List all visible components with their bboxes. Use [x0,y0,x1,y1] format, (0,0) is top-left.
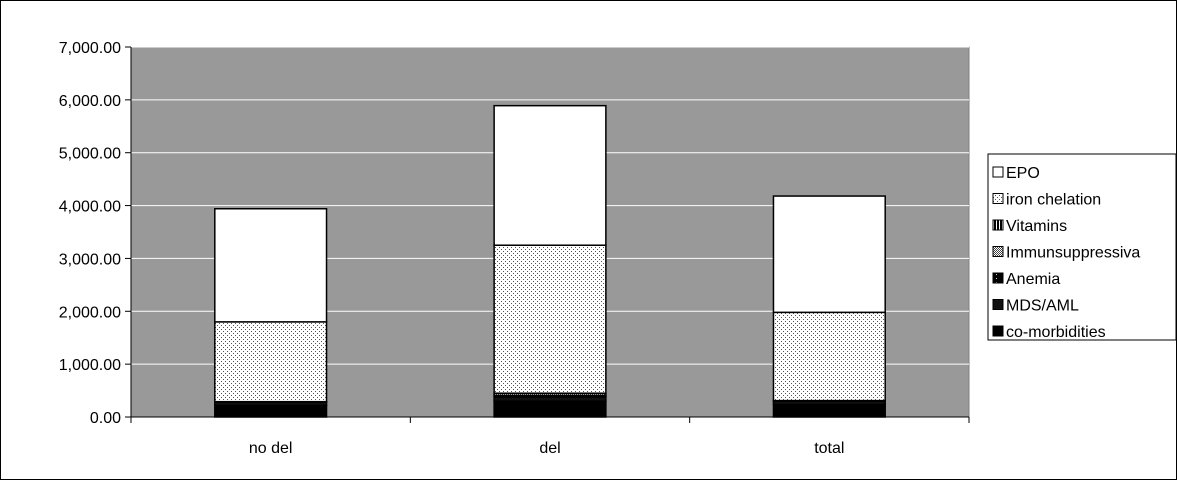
legend-swatch [992,246,1004,257]
legend-box [987,153,1177,341]
legend-label: EPO [1006,165,1040,182]
legend-label: co-morbidities [1006,324,1106,341]
bar-segment [493,400,607,418]
y-tick-label: 1,000.00 [59,357,121,374]
legend-swatch [992,193,1004,204]
legend-label: Vitamins [1006,218,1067,235]
x-axis: no del del total [130,416,970,457]
legend-swatch [992,325,1004,337]
legend-label: Immunsuppressiva [1006,245,1140,262]
bar-segment [772,195,886,314]
bar-segment [772,403,886,418]
y-tick-label: 7,000.00 [59,40,121,57]
legend-label: MDS/AML [1006,298,1079,315]
legend-swatch [992,299,1004,310]
legend-swatch [992,219,1004,231]
y-tick-label: 6,000.00 [59,93,121,110]
bar-segment [493,244,607,394]
legend-label: iron chelation [1006,192,1101,209]
bars [214,104,886,418]
bar-segment [214,207,328,323]
y-tick-label: 4,000.00 [59,199,121,216]
x-tick-label: no del [249,440,293,457]
x-tick-label: del [539,440,560,457]
bar-segment [214,404,328,418]
y-tick-label: 3,000.00 [59,251,121,268]
bar-segment [493,104,607,246]
legend-label: Anemia [1006,271,1060,288]
legend-swatch [992,272,1004,284]
bar-segment [772,311,886,402]
bar-segment [214,321,328,403]
y-tick-label: 2,000.00 [59,304,121,321]
x-tick-label: total [814,440,844,457]
legend: EPO iron chelation Vitamins Immunsuppressiv… [987,153,1177,341]
y-tick-label: 0.00 [90,410,121,427]
y-tick-label: 5,000.00 [59,146,121,163]
y-axis: 0.00 1,000.00 2,000.00 3,000.00 4,000.00 5,00… [59,40,132,427]
legend-swatch [992,166,1004,178]
